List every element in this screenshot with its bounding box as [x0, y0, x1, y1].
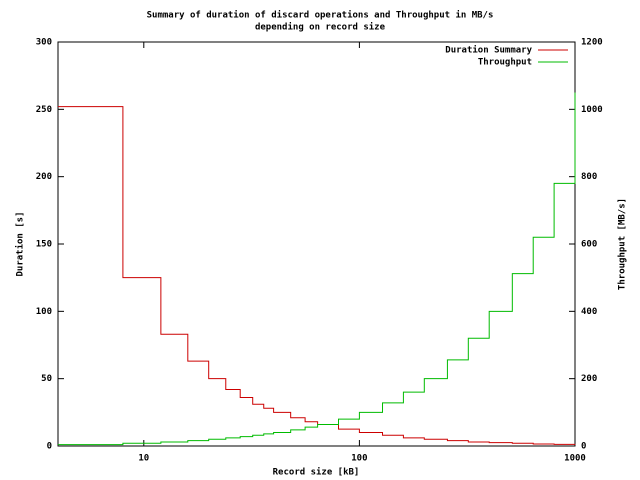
x-tick-label: 10	[138, 454, 149, 464]
y2-axis-label: Throughput [MB/s]	[618, 198, 628, 290]
y2-tick-label: 600	[581, 240, 597, 250]
y-tick-label: 0	[47, 442, 52, 452]
legend-label: Duration Summary	[445, 45, 532, 56]
y2-tick-label: 1200	[581, 38, 603, 48]
x-tick-label: 1000	[564, 454, 586, 464]
y-tick-label: 150	[36, 240, 52, 250]
y2-tick-label: 200	[581, 374, 597, 384]
y2-tick-label: 800	[581, 172, 597, 182]
x-tick-label: 100	[351, 454, 367, 464]
y-tick-label: 100	[36, 307, 52, 317]
y-tick-label: 300	[36, 38, 52, 48]
series-line	[58, 92, 576, 446]
y2-tick-label: 400	[581, 307, 597, 317]
plot-frame	[57, 41, 576, 447]
y-axis-label: Duration [s]	[15, 211, 26, 276]
series-line	[58, 106, 576, 445]
x-axis-label: Record size [kB]	[273, 467, 360, 478]
y-tick-label: 50	[41, 374, 52, 384]
y2-tick-label: 1000	[581, 105, 603, 115]
chart-title: Summary of duration of discard operation…	[147, 10, 494, 21]
y-tick-label: 200	[36, 172, 52, 182]
chart-subtitle: depending on record size	[255, 22, 386, 33]
legend-label: Throughput	[478, 58, 532, 68]
y2-tick-label: 0	[581, 442, 586, 452]
y-tick-label: 250	[36, 105, 52, 115]
